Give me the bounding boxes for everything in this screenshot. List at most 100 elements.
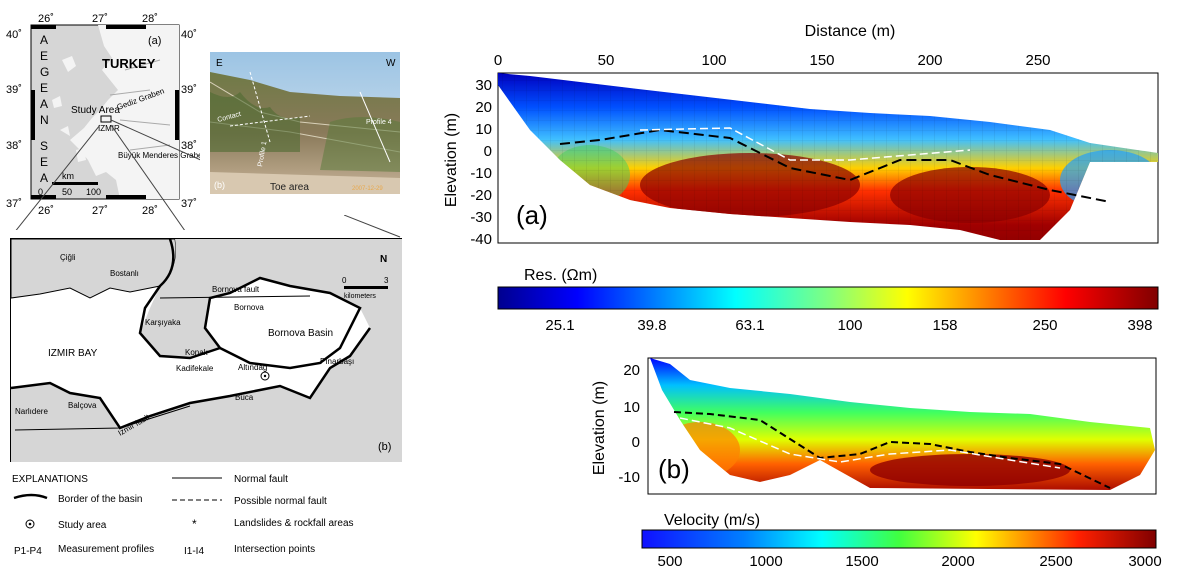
photo-panel: (b) (214, 180, 225, 190)
panel-label: (b) (378, 441, 391, 453)
map-place: Buca (235, 393, 254, 402)
y-tick: -10 (470, 165, 492, 182)
x-axis-label: Distance (m) (805, 23, 896, 40)
svg-text:0: 0 (38, 187, 43, 197)
land-mass (70, 25, 179, 199)
y-tick: 10 (475, 121, 492, 138)
lat-tick: 40˚ (181, 29, 197, 41)
legend-item: Normal fault (234, 474, 288, 485)
photo-profile1: Profile 1 (257, 141, 268, 168)
colorbar-tick: 500 (657, 553, 682, 568)
photo-profile4: Profile 4 (366, 119, 392, 126)
map-place: IZMIR BAY (48, 348, 98, 359)
map-place: Pınarbaşı (320, 357, 354, 366)
y-tick: 20 (475, 99, 492, 116)
colorbar-title: Res. (Ωm) (524, 267, 597, 284)
turkey-label: TURKEY (102, 56, 156, 71)
lat-tick: 38˚ (6, 140, 22, 152)
map-place: Bostanlı (110, 269, 139, 278)
map-legend: EXPLANATIONS Border of the basin Study a… (12, 474, 354, 557)
svg-text:100: 100 (86, 187, 101, 197)
svg-text:0: 0 (342, 276, 347, 285)
legend-title: EXPLANATIONS (12, 474, 88, 485)
lat-tick: 39˚ (181, 84, 197, 96)
y-tick: -20 (470, 187, 492, 204)
y-tick: -30 (470, 209, 492, 226)
colorbar (497, 286, 1159, 310)
lon-tick: 27˚ (92, 205, 108, 217)
y-tick: 0 (632, 434, 640, 451)
lat-tick: 37˚ (181, 198, 197, 210)
y-tick: 20 (623, 362, 640, 379)
y-tick: -40 (470, 231, 492, 248)
photo-stamp: 2007-12-29 (352, 186, 383, 192)
lat-tick: 39˚ (6, 84, 22, 96)
lon-tick: 27˚ (92, 13, 108, 25)
lon-tick: 26˚ (38, 205, 54, 217)
colorbar-tick: 63.1 (735, 317, 764, 334)
map-place: Kadifekale (176, 364, 214, 373)
lat-tick: 37˚ (6, 198, 22, 210)
svg-text:G: G (40, 65, 49, 79)
svg-text:I1-I4: I1-I4 (184, 546, 204, 557)
svg-text:N: N (40, 113, 49, 127)
colorbar-tick: 158 (932, 317, 957, 334)
y-tick: 30 (475, 77, 492, 94)
svg-text:P1-P4: P1-P4 (14, 546, 42, 557)
x-tick: 50 (598, 52, 615, 69)
panel-label: (a) (516, 200, 548, 230)
svg-text:A: A (40, 97, 48, 111)
interface-line (559, 128, 1111, 203)
sea-label: A E G E A N S E A (40, 33, 49, 185)
izmir-label: IZMIR (98, 124, 120, 133)
x-tick: 0 (494, 52, 502, 69)
y-axis-label: Elevation (m) (443, 113, 460, 207)
panel-label: (a) (148, 35, 161, 47)
map-place: Bornova (234, 303, 264, 312)
svg-text:S: S (40, 139, 48, 153)
svg-text:kilometers: kilometers (344, 293, 376, 300)
map-place: Balçova (68, 401, 97, 410)
photo-toe: Toe area (270, 182, 309, 193)
colorbar-tick: 3000 (1128, 553, 1161, 568)
map-place: Konak (185, 348, 209, 357)
y-axis-label: Elevation (m) (591, 381, 608, 475)
svg-text:A: A (40, 171, 48, 185)
legend-item: Intersection points (234, 544, 315, 555)
legend-item: Possible normal fault (234, 496, 327, 507)
colorbar-tick: 1500 (845, 553, 878, 568)
x-tick: 250 (1025, 52, 1050, 69)
lon-tick: 28˚ (142, 13, 158, 25)
menderes-label: Büyük Menderes Graben (118, 151, 200, 160)
svg-text:*: * (192, 517, 197, 531)
legend-item: Study area (58, 520, 107, 531)
colorbar-tick: 100 (837, 317, 862, 334)
legend-item: Landslides & rockfall areas (234, 518, 354, 529)
colorbar-tick: 1000 (749, 553, 782, 568)
velocity-section: 20 10 0 -10 Elevation (m) (b) Velocity (… (591, 357, 1162, 568)
lon-tick: 26˚ (38, 13, 54, 25)
colorbar-tick: 2000 (941, 553, 974, 568)
scale-unit: km (62, 171, 74, 181)
colorbar (641, 529, 1157, 549)
colorbar-tick: 39.8 (637, 317, 666, 334)
study-area-label: Study Area (71, 105, 120, 116)
basin-map: Çiğli Bostanlı Karşıyaka Bornova fault B… (10, 238, 402, 462)
islands (52, 56, 86, 162)
y-tick: 10 (623, 399, 640, 416)
map-place: Altındağ (238, 363, 267, 372)
lat-tick: 38˚ (181, 140, 197, 152)
svg-text:A: A (40, 33, 48, 47)
svg-text:E: E (40, 49, 48, 63)
lon-tick: 28˚ (142, 205, 158, 217)
photo-east: E (216, 58, 223, 69)
x-tick: 100 (701, 52, 726, 69)
x-tick: 200 (917, 52, 942, 69)
colorbar-tick: 25.1 (545, 317, 574, 334)
map-place: Bornova Basin (268, 328, 333, 339)
map-place: Narlıdere (15, 407, 48, 416)
study-area-box (100, 115, 112, 123)
legend-item: Border of the basin (58, 494, 143, 505)
photo-west: W (386, 58, 396, 69)
x-tick: 150 (809, 52, 834, 69)
